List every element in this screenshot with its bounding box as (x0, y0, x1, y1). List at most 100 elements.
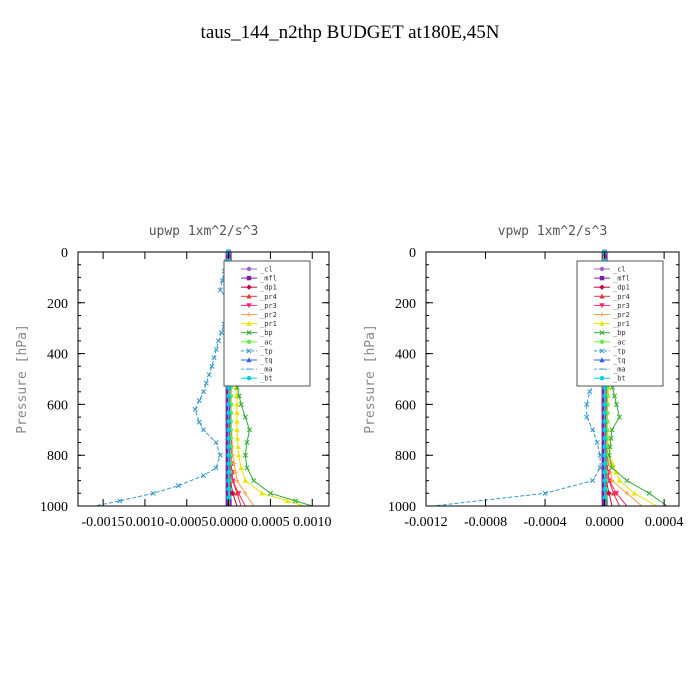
data-point (234, 427, 240, 432)
data-point (609, 478, 615, 483)
y-tick-label: 800 (395, 449, 416, 464)
data-point (602, 402, 607, 407)
data-point (251, 478, 257, 484)
data-point (233, 469, 238, 475)
x-tick-label: -0.0008 (464, 515, 507, 530)
panel-title: vpwp 1xm^2/s^3 (498, 224, 608, 239)
data-point (226, 486, 231, 492)
data-point (217, 452, 223, 458)
legend-label: _pr4 (260, 293, 277, 301)
data-point (602, 461, 607, 466)
data-point (242, 452, 248, 458)
legend-marker (246, 320, 252, 326)
legend-marker (246, 330, 252, 336)
data-point (234, 435, 241, 441)
data-point (192, 406, 198, 413)
x-tick-label: 0.0010 (293, 515, 332, 530)
data-point (234, 401, 240, 407)
x-tick-label: -0.0015 (82, 515, 125, 530)
legend-label: _bp (260, 329, 273, 337)
data-point (597, 452, 603, 458)
legend-label: _ma (260, 366, 273, 374)
legend-marker (599, 376, 605, 381)
legend-label: _pr3 (260, 302, 277, 310)
page-title: taus_144_n2thp BUDGET at180E,45N (200, 22, 500, 43)
legend-marker (599, 320, 605, 326)
legend-marker (246, 284, 252, 290)
data-point (610, 490, 617, 496)
legend-label: _pr4 (613, 293, 630, 301)
data-point (608, 469, 613, 475)
data-point (590, 478, 596, 484)
y-axis-label: Pressure [hPa] (363, 324, 378, 434)
data-point (234, 410, 240, 416)
data-point (231, 461, 237, 466)
legend-marker (599, 293, 605, 299)
data-point (218, 329, 224, 335)
x-tick-label: 0.0004 (645, 515, 684, 530)
data-point (607, 444, 613, 450)
data-point (230, 490, 236, 496)
data-point (616, 414, 623, 420)
legend-marker (246, 266, 252, 272)
data-point (602, 486, 607, 492)
legend-label: _ma (613, 366, 626, 374)
x-tick-label: 0.0000 (209, 515, 248, 530)
data-point (236, 393, 242, 399)
data-point (226, 393, 231, 399)
legend-label: _bt (613, 375, 626, 383)
legend-marker (599, 339, 605, 344)
legend-marker (246, 303, 252, 309)
data-point (226, 469, 231, 475)
legend-marker (246, 275, 252, 281)
legend-label: _pr1 (260, 320, 277, 328)
data-point (616, 477, 623, 483)
legend-label: _bt (260, 375, 273, 383)
legend-marker (599, 284, 605, 290)
legend-label: _tp (613, 347, 626, 355)
data-point (217, 287, 223, 293)
legend-marker (246, 348, 252, 354)
y-tick-label: 1000 (388, 500, 416, 515)
data-point (602, 444, 607, 449)
y-tick-label: 0 (61, 246, 68, 261)
legend: _cl_mfl_dp1_pr4_pr3_pr2_pr1_bp_ac_tp_tq_… (576, 260, 664, 387)
data-point (175, 483, 181, 489)
data-point (284, 498, 290, 504)
legend-marker (246, 339, 252, 344)
data-point (631, 490, 638, 496)
data-point (203, 380, 209, 386)
y-tick-label: 400 (47, 348, 68, 363)
data-point (235, 444, 241, 449)
legend-label: _pr2 (613, 311, 630, 319)
series-tp (94, 249, 232, 507)
legend-marker (599, 330, 605, 336)
data-point (226, 419, 231, 424)
legend-label: _dp1 (613, 284, 630, 292)
legend-label: _ac (613, 338, 626, 346)
data-point (235, 452, 242, 458)
data-point (597, 465, 603, 471)
legend-marker (246, 293, 252, 299)
data-point (613, 401, 620, 407)
data-point (602, 495, 607, 500)
x-tick-label: 0.0000 (585, 515, 624, 530)
y-tick-label: 0 (409, 246, 416, 261)
legend-label: _tp (260, 347, 273, 355)
legend-label: _dp1 (260, 284, 277, 292)
data-point (242, 477, 249, 483)
data-point (226, 444, 231, 449)
data-point (542, 490, 548, 496)
data-point (216, 338, 222, 344)
legend-label: _ac (260, 338, 273, 346)
legend-marker (599, 275, 605, 281)
data-point (226, 410, 231, 416)
data-point (209, 363, 215, 369)
x-tick-label: 0.0005 (251, 515, 290, 530)
legend-label: _mfl (613, 275, 630, 283)
panel-2: vpwp 1xm^2/s^3 Pressure [hPa] 0 200 400 600 80… (363, 224, 683, 530)
panel-1: upwp 1xm^2/s^3 Pressure [hPa] 0 200 400 600 80… (15, 224, 332, 530)
legend-label: _cl (260, 266, 273, 274)
data-point (606, 490, 612, 496)
data-point (244, 439, 250, 446)
